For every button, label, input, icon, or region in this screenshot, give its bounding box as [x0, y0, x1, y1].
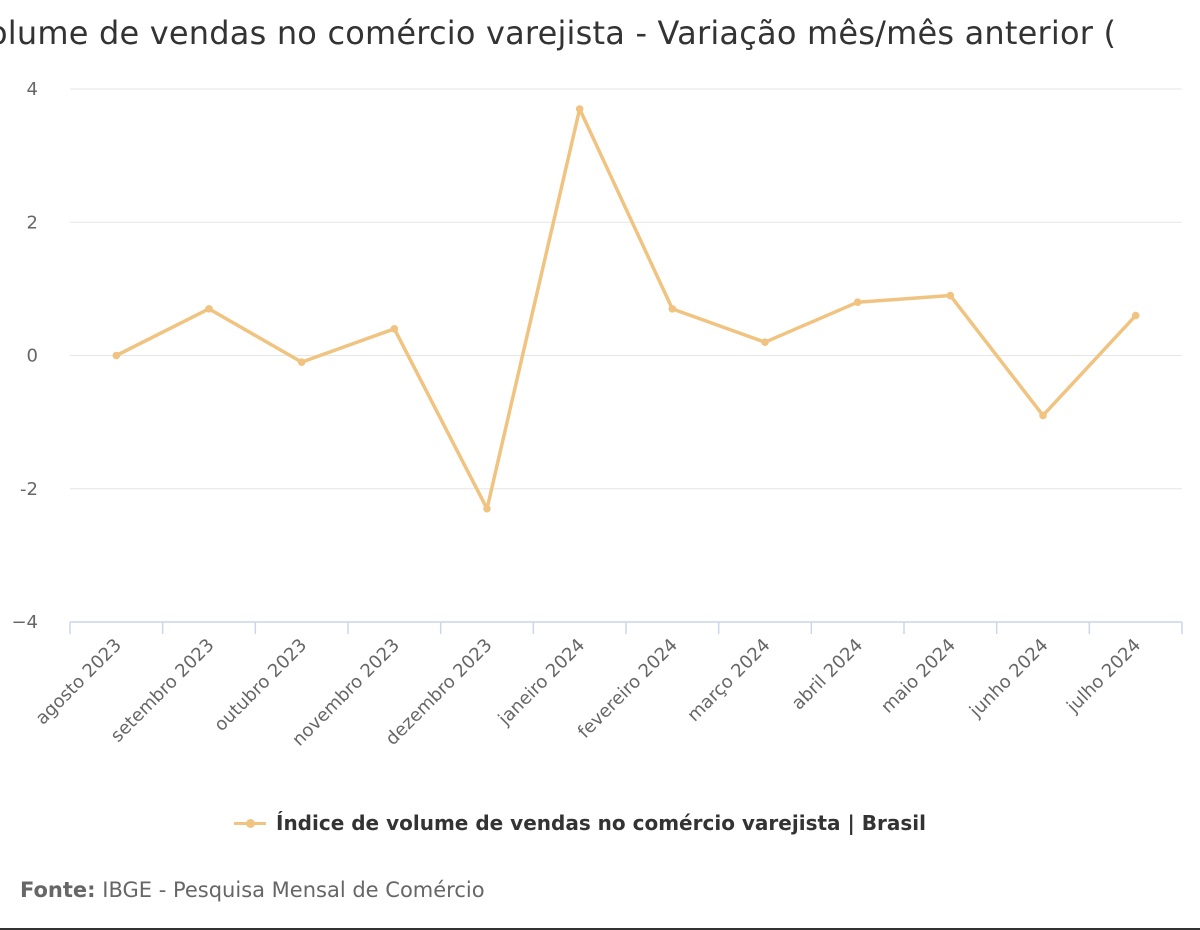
x-tick-label: março 2024: [683, 635, 774, 726]
source-text: IBGE - Pesquisa Mensal de Comércio: [102, 878, 485, 902]
data-point[interactable]: [483, 504, 491, 513]
x-tick-label: janeiro 2024: [494, 635, 590, 731]
x-tick-label: outubro 2023: [210, 635, 311, 736]
y-tick-label: 2: [27, 212, 38, 233]
data-point[interactable]: [853, 298, 862, 307]
data-point[interactable]: [1039, 411, 1047, 420]
source-note: Fonte: IBGE - Pesquisa Mensal de Comérci…: [20, 878, 485, 902]
x-tick-label: abril 2024: [788, 635, 867, 714]
data-point[interactable]: [205, 305, 213, 313]
data-point[interactable]: [946, 291, 955, 300]
x-tick-label: fevereiro 2024: [574, 635, 682, 743]
data-point[interactable]: [575, 105, 584, 113]
chart-title: olume de vendas no comércio varejista - …: [0, 14, 1117, 52]
legend-swatch: [234, 810, 266, 836]
y-tick-label: 4: [27, 79, 38, 100]
source-label: Fonte:: [20, 878, 96, 902]
data-point[interactable]: [390, 325, 399, 333]
x-tick-label: julho 2024: [1062, 635, 1145, 718]
x-tick-label: maio 2024: [877, 635, 960, 718]
data-point[interactable]: [761, 338, 769, 346]
series-line: [112, 105, 1140, 513]
legend-label: Índice de volume de vendas no comércio v…: [276, 811, 926, 835]
y-tick-label: −4: [11, 612, 38, 633]
y-tick-label: 0: [27, 346, 38, 367]
y-tick-label: -2: [20, 479, 38, 500]
series-line-path[interactable]: [114, 107, 1138, 511]
data-point[interactable]: [112, 351, 121, 360]
grid-lines: [70, 88, 1182, 490]
x-tick-label: agosto 2023: [32, 635, 126, 729]
legend[interactable]: Índice de volume de vendas no comércio v…: [234, 810, 926, 836]
data-point[interactable]: [297, 358, 306, 366]
y-axis-ticks: 4 2 0 -2 −4: [11, 79, 38, 633]
data-point[interactable]: [668, 305, 677, 313]
data-point[interactable]: [1131, 311, 1140, 320]
bottom-divider: [0, 928, 1200, 930]
x-tick-label: junho 2024: [965, 635, 1053, 723]
